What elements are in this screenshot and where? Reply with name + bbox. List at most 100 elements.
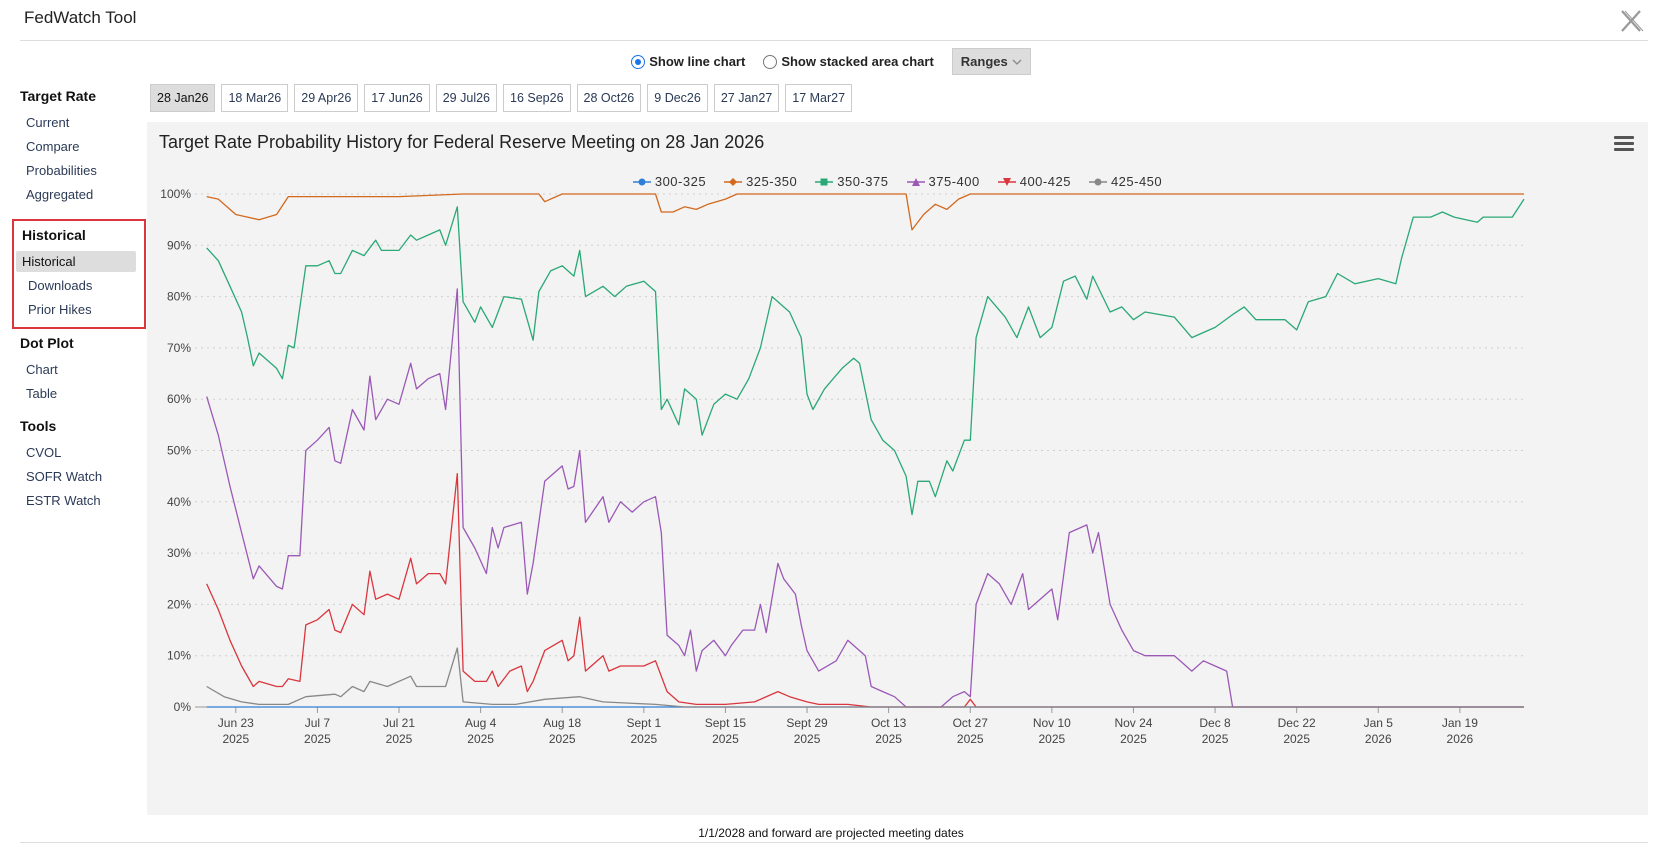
x-tick-year-label: 2025 <box>630 732 657 746</box>
x-tick-label: Jan 19 <box>1442 716 1478 730</box>
meeting-tab[interactable]: 17 Jun26 <box>364 84 430 112</box>
chart-view-options: Show line chart Show stacked area chart … <box>0 48 1662 75</box>
x-tick-year-label: 2025 <box>794 732 821 746</box>
sidebar-heading: Target Rate <box>20 88 96 104</box>
series-line-425-450 <box>206 647 1524 708</box>
legend-label: 300-325 <box>654 174 707 189</box>
series-line-350-375 <box>206 198 1525 516</box>
y-tick-label: 80% <box>167 290 191 304</box>
sidebar-group-target-rate: Target Rate Current Compare Probabilities Ag… <box>20 88 140 205</box>
sidebar-item-aggregated[interactable]: Aggregated <box>26 187 94 202</box>
x-tick-label: Oct 13 <box>871 716 907 730</box>
series-line-375-400 <box>206 288 1524 708</box>
line-chart: 0% 10% 20% 30% 40% 50% 60% 70% 80% 90% 100% Jun 23 2… <box>160 187 1525 746</box>
legend-marker-icon <box>1088 178 1107 185</box>
title-divider <box>20 40 1648 41</box>
x-tick-label: Sept 29 <box>786 716 828 730</box>
sidebar-item-downloads[interactable]: Downloads <box>28 278 93 293</box>
sidebar-item-compare[interactable]: Compare <box>26 139 80 154</box>
x-tick-label: Jul 21 <box>383 716 415 730</box>
x-tick-label: Jun 23 <box>218 716 254 730</box>
area-chart-label: Show stacked area chart <box>781 54 934 69</box>
sidebar-item-cvol[interactable]: CVOL <box>26 445 62 460</box>
sidebar-item-current[interactable]: Current <box>26 115 70 130</box>
y-tick-label: 0% <box>174 700 192 714</box>
area-chart-radio[interactable] <box>763 54 778 69</box>
ranges-dropdown[interactable]: Ranges <box>951 48 1031 75</box>
x-tick-label: Nov 24 <box>1114 716 1152 730</box>
sidebar: Target Rate Current Compare Probabilities Ag… <box>12 88 146 525</box>
line-chart-radio[interactable] <box>631 54 646 69</box>
hamburger-menu-icon[interactable] <box>1614 136 1634 152</box>
legend-label: 350-375 <box>837 174 889 189</box>
x-tick-year-label: 2025 <box>1120 732 1147 746</box>
legend-marker-icon <box>906 177 925 186</box>
x-tick-label: Dec 8 <box>1199 716 1231 730</box>
meeting-tab[interactable]: 9 Dec26 <box>647 84 708 112</box>
x-tick-year-label: 2025 <box>712 732 739 746</box>
sidebar-group-historical: Historical Historical Downloads Prior Hikes <box>12 219 146 329</box>
chart-panel: Target Rate Probability History for Fede… <box>147 122 1648 815</box>
legend-item-375-400[interactable]: 375-400 <box>906 174 980 189</box>
y-tick-label: 40% <box>167 495 191 509</box>
x-tick-year-label: 2025 <box>957 732 984 746</box>
y-tick-label: 60% <box>167 392 191 406</box>
x-tick-label: Nov 10 <box>1033 716 1071 730</box>
x-tick-year-label: 2025 <box>386 732 413 746</box>
y-tick-label: 20% <box>167 597 191 611</box>
sidebar-item-probabilities[interactable]: Probabilities <box>26 163 97 178</box>
x-tick-year-label: 2025 <box>467 732 494 746</box>
x-tick-year-label: 2025 <box>222 732 249 746</box>
meeting-tab[interactable]: 29 Jul26 <box>435 84 497 112</box>
sidebar-item-table[interactable]: Table <box>26 386 58 401</box>
meeting-tab[interactable]: 18 Mar26 <box>221 84 289 112</box>
sidebar-heading: Tools <box>20 418 57 434</box>
legend-item-425-450[interactable]: 425-450 <box>1088 174 1163 189</box>
y-tick-label: 70% <box>167 341 191 355</box>
meeting-tab[interactable]: 17 Mar27 <box>785 84 853 112</box>
sidebar-item-chart[interactable]: Chart <box>26 362 58 377</box>
x-tick-label: Jan 5 <box>1364 716 1394 730</box>
sidebar-item-prior-hikes[interactable]: Prior Hikes <box>28 302 92 317</box>
x-tick-label: Aug 4 <box>465 716 497 730</box>
line-chart-label: Show line chart <box>649 54 746 69</box>
sidebar-item-historical[interactable]: Historical <box>16 251 136 272</box>
legend-marker-icon <box>815 178 834 185</box>
y-tick-label: 50% <box>167 444 191 458</box>
sidebar-group-tools: Tools CVOL SOFR Watch ESTR Watch <box>20 418 140 511</box>
meeting-tab[interactable]: 28 Jan26 <box>150 84 216 112</box>
meeting-tab[interactable]: 28 Oct26 <box>576 84 642 112</box>
line-chart-option[interactable]: Show line chart <box>631 54 745 69</box>
meeting-tab[interactable]: 27 Jan27 <box>713 84 780 112</box>
x-tick-year-label: 2025 <box>1283 732 1310 746</box>
chevron-down-icon <box>1012 59 1022 65</box>
y-tick-label: 30% <box>167 546 191 560</box>
app-title: FedWatch Tool <box>24 8 137 27</box>
x-tick-label: Oct 27 <box>953 716 989 730</box>
legend-marker-icon <box>724 177 743 186</box>
x-tick-year-label: 2026 <box>1365 732 1392 746</box>
meeting-tab[interactable]: 16 Sep26 <box>503 84 571 112</box>
area-chart-option[interactable]: Show stacked area chart <box>763 54 934 69</box>
series-line-325-350 <box>206 193 1524 231</box>
legend-item-350-375[interactable]: 350-375 <box>815 174 888 189</box>
x-tick-year-label: 2025 <box>1039 732 1066 746</box>
legend-item-400-425[interactable]: 400-425 <box>997 174 1071 189</box>
close-icon[interactable] <box>1618 8 1644 34</box>
sidebar-heading: Dot Plot <box>20 335 74 351</box>
x-tick-year-label: 2025 <box>549 732 576 746</box>
x-tick-label: Aug 18 <box>543 716 581 730</box>
legend-label: 425-450 <box>1110 174 1163 189</box>
y-tick-label: 90% <box>167 238 191 252</box>
x-tick-year-label: 2026 <box>1447 732 1474 746</box>
chart-legend: 300-325 325-350 350-375 375-400 400-425 425-4… <box>147 174 1648 189</box>
meeting-tab[interactable]: 29 Apr26 <box>294 84 359 112</box>
sidebar-item-estr-watch[interactable]: ESTR Watch <box>26 493 101 508</box>
legend-item-325-350[interactable]: 325-350 <box>724 174 797 189</box>
legend-item-300-325[interactable]: 300-325 <box>632 174 707 189</box>
x-tick-year-label: 2025 <box>304 732 331 746</box>
sidebar-heading: Historical <box>22 227 86 243</box>
sidebar-item-sofr-watch[interactable]: SOFR Watch <box>26 469 103 484</box>
footer-divider <box>20 842 1648 843</box>
x-tick-year-label: 2025 <box>875 732 902 746</box>
